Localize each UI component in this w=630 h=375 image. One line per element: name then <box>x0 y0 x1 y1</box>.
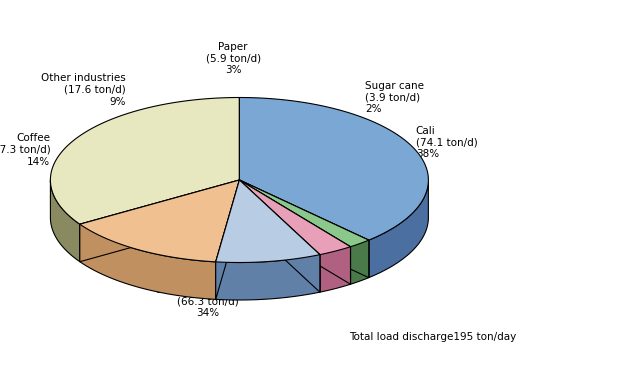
Text: Paper
(5.9 ton/d)
3%: Paper (5.9 ton/d) 3% <box>205 42 261 75</box>
Text: Sugar cane
(3.9 ton/d)
2%: Sugar cane (3.9 ton/d) 2% <box>365 81 425 114</box>
Polygon shape <box>215 180 239 299</box>
Polygon shape <box>215 255 320 300</box>
Polygon shape <box>215 180 320 262</box>
Text: Other municipalities
(66.3 ton/d)
34%: Other municipalities (66.3 ton/d) 34% <box>155 285 261 318</box>
Polygon shape <box>369 182 428 278</box>
Polygon shape <box>239 180 320 292</box>
Polygon shape <box>215 180 239 299</box>
Polygon shape <box>239 180 350 284</box>
Polygon shape <box>239 98 428 240</box>
Text: Other industries
(17.6 ton/d)
9%: Other industries (17.6 ton/d) 9% <box>41 74 126 106</box>
Polygon shape <box>80 180 239 262</box>
Polygon shape <box>320 247 350 292</box>
Polygon shape <box>50 180 80 262</box>
Polygon shape <box>239 180 369 278</box>
Polygon shape <box>239 180 350 255</box>
Polygon shape <box>239 180 320 292</box>
Polygon shape <box>350 240 369 284</box>
Text: Cali
(74.1 ton/d)
38%: Cali (74.1 ton/d) 38% <box>416 126 478 159</box>
Polygon shape <box>239 180 350 284</box>
Text: Coffee
(27.3 ton/d)
14%: Coffee (27.3 ton/d) 14% <box>0 134 50 166</box>
Polygon shape <box>80 180 239 262</box>
Polygon shape <box>239 180 369 247</box>
Text: Total load discharge195 ton/day: Total load discharge195 ton/day <box>350 333 517 342</box>
Polygon shape <box>50 98 239 224</box>
Polygon shape <box>239 180 369 278</box>
Polygon shape <box>80 180 239 262</box>
Polygon shape <box>80 224 215 299</box>
